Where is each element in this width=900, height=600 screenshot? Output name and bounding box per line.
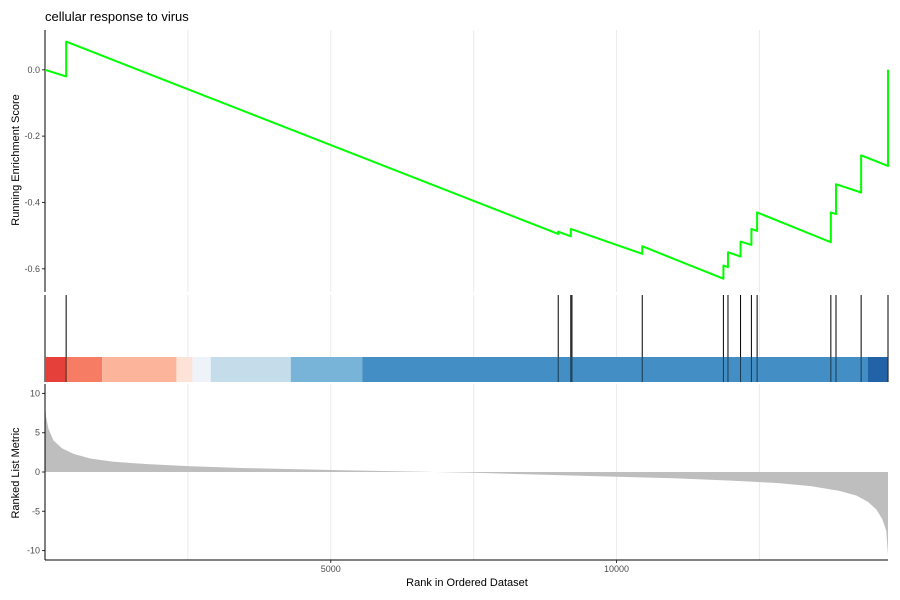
color-bar-segment [45,357,67,382]
y-tick-label: -0.6 [24,264,40,274]
x-tick-label: 10000 [604,564,629,574]
y-axis-label-ranked-metric: Ranked List Metric [10,427,22,519]
y-axis-label-running-score: Running Enrichment Score [10,94,22,225]
color-bar-segment [290,357,363,382]
plot-title: cellular response to virus [45,9,189,24]
color-bar-segment [192,357,211,382]
y-tick-label: 5 [35,428,40,438]
running-score-panel: 0.0 -0.2 -0.4 -0.6 [24,30,889,292]
x-axis-label: Rank in Ordered Dataset [406,577,528,589]
color-bar-segment [362,357,868,382]
y-tick-label: -0.4 [24,197,40,207]
color-bar-segment [176,357,193,382]
color-bar-segment [66,357,103,382]
color-bar-panel [45,357,889,382]
running-score-line [44,40,889,280]
y-tick-label: -0.2 [24,131,40,141]
y-tick-label: -10 [27,546,40,556]
ranked-metric-panel: 10 5 0 -5 -10 5000 10000 [27,384,888,574]
y-tick-label: -5 [32,506,40,516]
ranked-metric-area [45,404,888,556]
y-tick-label: 0 [35,467,40,477]
color-bar-segment [210,357,291,382]
y-tick-label: 0.0 [27,65,40,75]
color-bar-segment [102,357,177,382]
x-tick-label: 5000 [321,564,341,574]
color-bar-segment [867,357,888,382]
y-tick-label: 10 [30,388,40,398]
